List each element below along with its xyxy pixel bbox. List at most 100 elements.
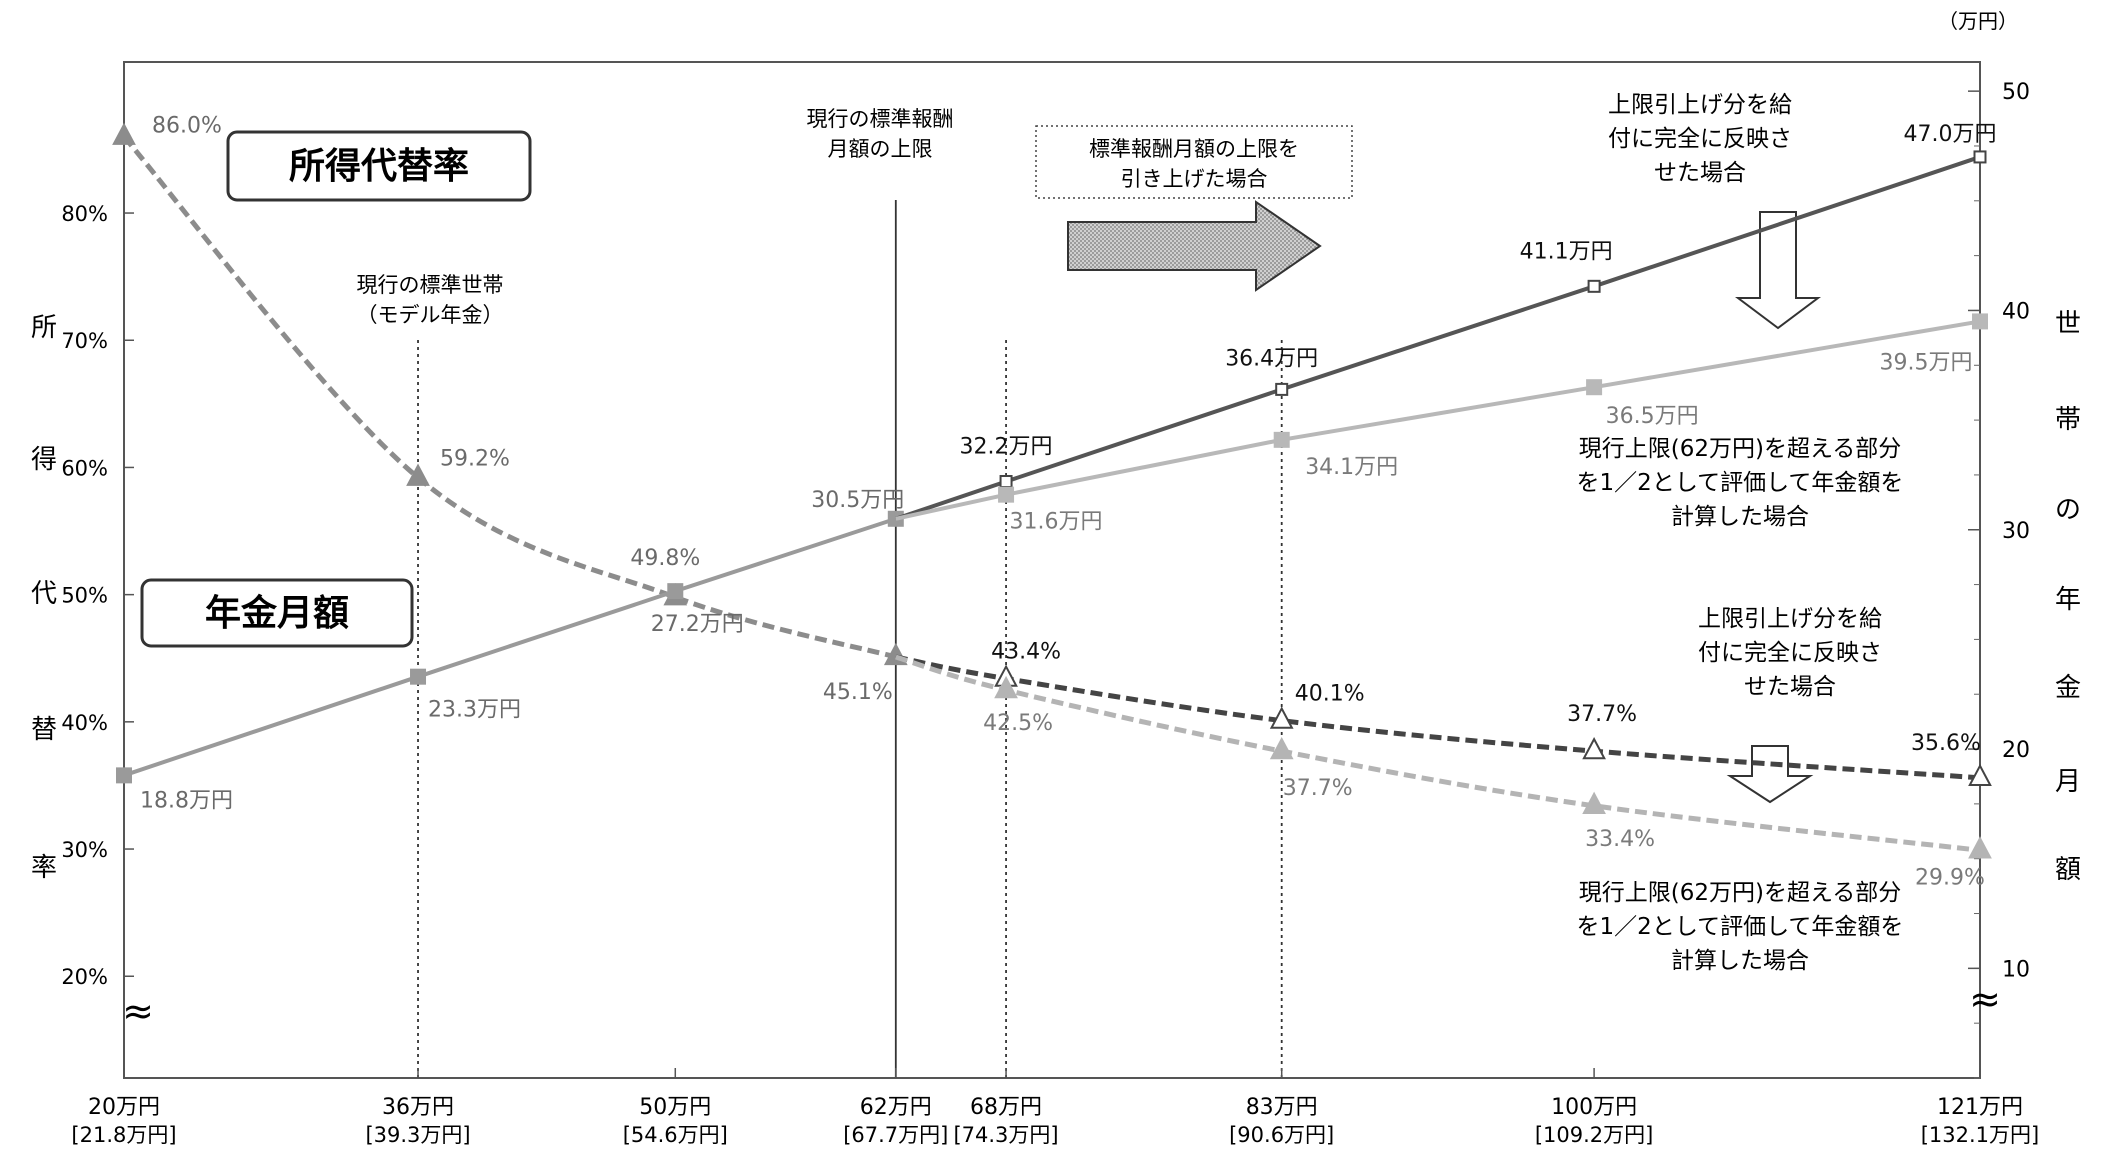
square-marker xyxy=(1972,313,1988,330)
right-axis-label: 世 帯 の 年 金 月 額 xyxy=(2055,309,2081,885)
data-label: 18.8万円 xyxy=(140,788,233,813)
data-label: 49.8% xyxy=(630,546,700,571)
svg-text:得: 得 xyxy=(31,445,57,475)
x-tick-sublabel: [132.1万円] xyxy=(1921,1123,2040,1147)
data-label: 42.5% xyxy=(983,711,1053,736)
svg-text:計算した場合: 計算した場合 xyxy=(1671,948,1809,974)
left-tick-label: 70% xyxy=(61,329,108,353)
data-label: 59.2% xyxy=(440,447,510,472)
data-label: 30.5万円 xyxy=(811,488,904,513)
svg-text:年金月額: 年金月額 xyxy=(205,592,349,634)
svg-text:引き上げた場合: 引き上げた場合 xyxy=(1121,167,1268,191)
svg-text:月: 月 xyxy=(2055,767,2081,797)
triangle-marker xyxy=(1582,736,1606,760)
model-household-note: 現行の標準世帯 （モデル年金） xyxy=(357,273,504,327)
svg-text:所得代替率: 所得代替率 xyxy=(289,146,469,187)
data-label: 36.4万円 xyxy=(1225,346,1318,371)
right-tick-label: 30 xyxy=(2002,519,2030,544)
x-tick-label: 50万円 xyxy=(639,1095,711,1120)
full-reflect-note-lower: 上限引上げ分を給 付に完全に反映さ せた場合 xyxy=(1698,606,1882,700)
svg-text:代: 代 xyxy=(31,579,57,609)
square-marker xyxy=(1275,382,1289,396)
x-tick-label: 121万円 xyxy=(1937,1095,2023,1120)
triangle-marker xyxy=(1269,706,1294,729)
left-axis-label: 所 得 代 替 率 xyxy=(31,313,57,883)
left-tick-label: 50% xyxy=(61,584,108,608)
triangle-marker xyxy=(112,122,136,145)
right-axis-unit: （万円） xyxy=(1938,9,2018,33)
raise-arrow xyxy=(1067,200,1322,292)
right-tick-label: 50 xyxy=(2002,80,2030,105)
x-tick-sublabel: [21.8万円] xyxy=(71,1123,176,1147)
square-marker xyxy=(1587,279,1601,293)
right-tick-label: 40 xyxy=(2002,299,2030,324)
current-cap-note: 現行の標準報酬 月額の上限 xyxy=(807,107,954,161)
square-marker xyxy=(667,583,684,600)
right-tick-label: 20 xyxy=(2002,738,2030,763)
square-marker xyxy=(998,486,1015,503)
svg-text:標準報酬月額の上限を: 標準報酬月額の上限を xyxy=(1089,137,1299,161)
data-label: 40.1% xyxy=(1295,682,1365,707)
triangle-marker xyxy=(1269,736,1294,760)
data-label: 33.4% xyxy=(1585,827,1655,852)
square-marker xyxy=(410,668,427,685)
right-tick-label: 10 xyxy=(2002,957,2030,982)
data-label: 23.3万円 xyxy=(428,698,521,723)
left-axis-ticks: 20% 30% 40% 50% 60% 70% 80% xyxy=(61,202,134,989)
left-tick-label: 60% xyxy=(61,456,108,480)
data-label: 86.0% xyxy=(152,114,222,139)
down-arrow-lower xyxy=(1726,745,1814,804)
data-label: 39.5万円 xyxy=(1880,350,1973,375)
svg-text:（モデル年金）: （モデル年金） xyxy=(357,303,504,327)
left-tick-label: 20% xyxy=(61,965,108,989)
svg-text:月額の上限: 月額の上限 xyxy=(828,137,933,161)
square-marker xyxy=(116,767,132,784)
square-marker xyxy=(999,475,1013,489)
data-label: 41.1万円 xyxy=(1520,239,1613,264)
triangle-marker xyxy=(1582,791,1606,814)
svg-text:付に完全に反映さ: 付に完全に反映さ xyxy=(1608,126,1792,152)
svg-text:を1／2として評価して年金額を: を1／2として評価して年金額を xyxy=(1577,470,1904,496)
svg-text:帯: 帯 xyxy=(2055,405,2081,435)
svg-text:せた場合: せた場合 xyxy=(1654,160,1746,186)
series-layer xyxy=(112,122,1992,859)
right-axis-break: ≈ xyxy=(1969,977,2001,1021)
left-tick-label: 30% xyxy=(61,838,108,862)
svg-text:付に完全に反映さ: 付に完全に反映さ xyxy=(1698,640,1882,666)
right-axis-ticks: 10 20 30 40 50 xyxy=(1968,80,2030,1079)
svg-text:替: 替 xyxy=(31,715,57,745)
series-line xyxy=(123,516,897,778)
triangle-marker xyxy=(1968,836,1992,859)
series-line xyxy=(122,135,897,660)
svg-text:現行上限(62万円)を超える部分: 現行上限(62万円)を超える部分 xyxy=(1579,880,1902,906)
data-label: 47.0万円 xyxy=(1904,122,1997,147)
left-tick-label: 40% xyxy=(61,711,108,735)
square-marker xyxy=(1273,431,1290,448)
svg-text:現行上限(62万円)を超える部分: 現行上限(62万円)を超える部分 xyxy=(1579,436,1902,462)
half-value-note-upper: 現行上限(62万円)を超える部分 を1／2として評価して年金額を 計算した場合 xyxy=(1577,436,1904,530)
plot-frame xyxy=(123,61,1981,1079)
data-label: 43.4% xyxy=(991,640,1061,665)
svg-text:現行の標準世帯: 現行の標準世帯 xyxy=(357,273,504,297)
svg-text:を1／2として評価して年金額を: を1／2として評価して年金額を xyxy=(1577,914,1904,940)
x-tick-label: 100万円 xyxy=(1551,1095,1637,1120)
x-tick-label: 36万円 xyxy=(382,1095,454,1120)
square-marker xyxy=(1973,150,1987,164)
svg-text:金: 金 xyxy=(2055,673,2081,703)
x-tick-sublabel: [90.6万円] xyxy=(1229,1123,1334,1147)
x-tick-label: 83万円 xyxy=(1246,1095,1318,1120)
svg-text:現行の標準報酬: 現行の標準報酬 xyxy=(807,107,954,131)
svg-text:上限引上げ分を給: 上限引上げ分を給 xyxy=(1698,606,1882,632)
data-label: 32.2万円 xyxy=(960,435,1053,460)
data-label: 31.6万円 xyxy=(1010,510,1103,535)
pension-label-box: 年金月額 xyxy=(140,578,414,648)
full-reflect-note-upper: 上限引上げ分を給 付に完全に反映さ せた場合 xyxy=(1608,92,1792,186)
triangle-marker xyxy=(1968,763,1992,787)
x-tick-sublabel: [39.3万円] xyxy=(365,1123,470,1147)
svg-text:率: 率 xyxy=(31,853,57,883)
x-tick-label: 62万円 xyxy=(860,1095,932,1120)
x-tick-sublabel: [54.6万円] xyxy=(623,1123,728,1147)
vertical-reference-lines xyxy=(417,200,1283,1078)
svg-text:所: 所 xyxy=(31,313,57,343)
